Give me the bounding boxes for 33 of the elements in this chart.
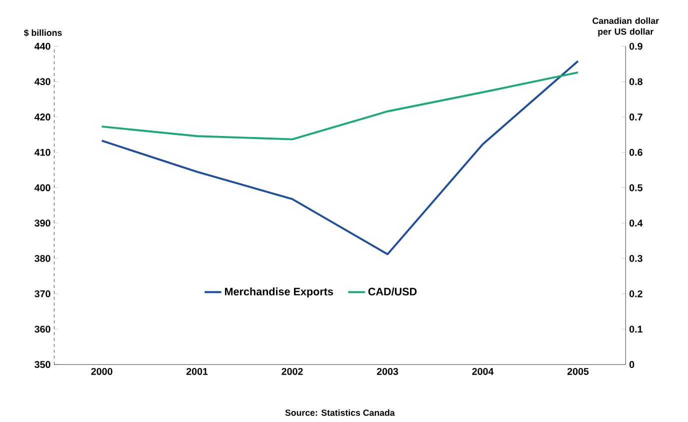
x-tick-label: 2002 bbox=[282, 368, 303, 376]
y-tick-label: 410 bbox=[34, 149, 50, 156]
y-tick-label: 440 bbox=[34, 42, 50, 50]
y2-tick-label: 0.9 bbox=[629, 42, 642, 50]
y2-tick-label: 0.4 bbox=[629, 220, 643, 227]
source-note: Source: Statistics Canada bbox=[285, 410, 395, 416]
y2-tick-label: 0.6 bbox=[629, 149, 642, 156]
y-tick-label: 400 bbox=[34, 184, 50, 192]
y-tick-label: 390 bbox=[34, 220, 50, 227]
line-series bbox=[100, 60, 579, 256]
x-tick-label: 2001 bbox=[186, 368, 208, 376]
y2-tick-label: 0.3 bbox=[629, 255, 642, 262]
y2-tick-label: 0.2 bbox=[629, 290, 642, 298]
legend-label: CAD/USD bbox=[368, 288, 417, 296]
y-tick-label: 350 bbox=[34, 361, 50, 368]
x-tick-label: 2000 bbox=[91, 368, 112, 376]
y-tick-label: 380 bbox=[34, 255, 50, 262]
legend-label: Merchandise Exports bbox=[225, 288, 334, 298]
x-tick-label: 2004 bbox=[472, 368, 494, 376]
line-series bbox=[100, 72, 579, 140]
y-tick-label: 420 bbox=[34, 114, 50, 121]
y2-tick-label: 0.1 bbox=[629, 326, 642, 333]
y-tick-label: 370 bbox=[34, 290, 50, 298]
y2-tick-label: 0.7 bbox=[629, 114, 642, 121]
x-tick-label: 2005 bbox=[567, 368, 589, 376]
y2-axis-title: Canadian dollar per US dollar bbox=[592, 18, 659, 37]
y2-tick-label: 0.8 bbox=[629, 78, 642, 86]
y-tick-label: 360 bbox=[34, 326, 50, 333]
y2-tick-label: 0.5 bbox=[629, 184, 642, 192]
y2-tick-label: 0 bbox=[629, 361, 634, 368]
y-tick-label: 430 bbox=[34, 78, 50, 86]
y-axis-title: $ billions bbox=[24, 29, 62, 37]
x-tick-label: 2003 bbox=[376, 368, 398, 376]
